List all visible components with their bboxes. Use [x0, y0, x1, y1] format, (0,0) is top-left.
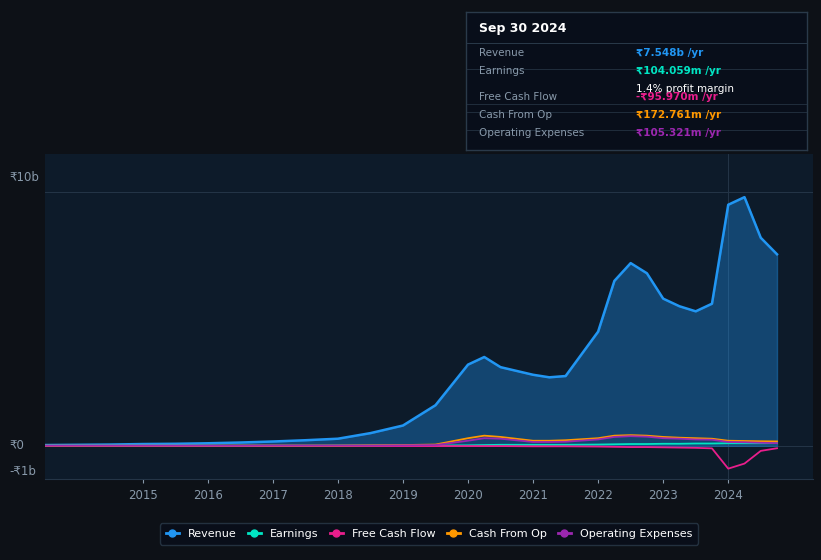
- Text: 1.4% profit margin: 1.4% profit margin: [636, 84, 734, 94]
- Text: ₹0: ₹0: [10, 439, 25, 452]
- Text: ₹105.321m /yr: ₹105.321m /yr: [636, 128, 721, 138]
- Text: Sep 30 2024: Sep 30 2024: [479, 22, 566, 35]
- Text: Cash From Op: Cash From Op: [479, 110, 553, 120]
- Text: ₹10b: ₹10b: [10, 171, 39, 184]
- Text: Free Cash Flow: Free Cash Flow: [479, 92, 557, 102]
- Text: ₹7.548b /yr: ₹7.548b /yr: [636, 49, 704, 58]
- Legend: Revenue, Earnings, Free Cash Flow, Cash From Op, Operating Expenses: Revenue, Earnings, Free Cash Flow, Cash …: [160, 524, 698, 545]
- Text: Earnings: Earnings: [479, 66, 525, 76]
- Text: -₹95.970m /yr: -₹95.970m /yr: [636, 92, 718, 102]
- Text: Operating Expenses: Operating Expenses: [479, 128, 585, 138]
- Text: ₹104.059m /yr: ₹104.059m /yr: [636, 66, 721, 76]
- Text: -₹1b: -₹1b: [10, 465, 37, 478]
- Text: ₹172.761m /yr: ₹172.761m /yr: [636, 110, 722, 120]
- Text: Revenue: Revenue: [479, 49, 525, 58]
